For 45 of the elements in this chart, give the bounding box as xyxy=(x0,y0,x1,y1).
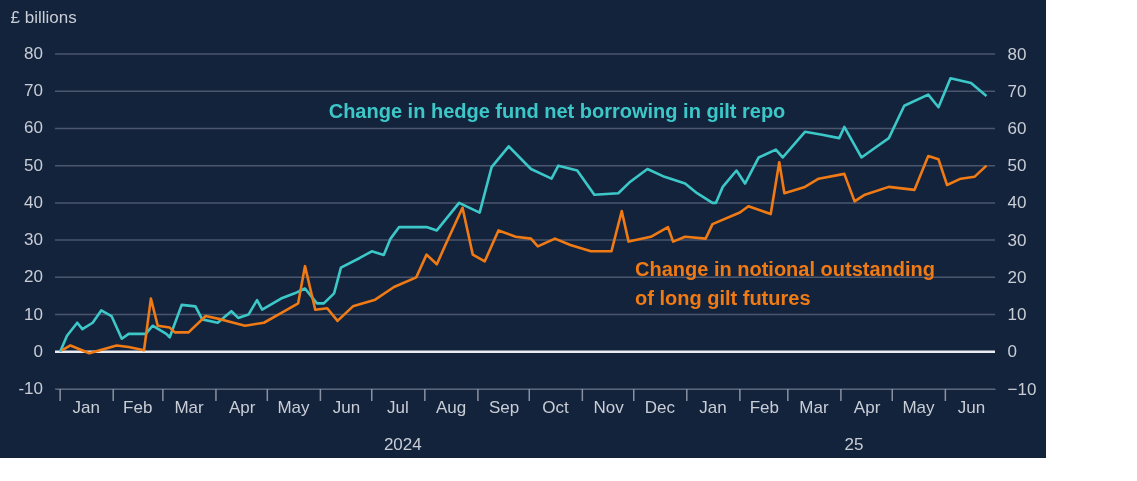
x-tick-label: Oct xyxy=(542,397,569,417)
y2-tick-label: 0 xyxy=(1007,342,1017,362)
x-tick-label: Jun xyxy=(332,397,361,417)
x-tick-label: Feb xyxy=(123,397,153,417)
y-tick-label: 80 xyxy=(24,44,43,63)
text: 2024 xyxy=(383,435,422,454)
x-tick-label: Mar xyxy=(799,397,829,417)
y-tick-label: -10 xyxy=(18,379,43,398)
x-tick-label: Aug xyxy=(435,397,467,417)
line-series xyxy=(60,154,988,355)
y2-tick-label: 20 xyxy=(1007,267,1027,287)
x-tick-label: Mar xyxy=(174,397,205,417)
y-tick-label: 0 xyxy=(33,341,43,361)
y-tick-label: 70 xyxy=(24,81,43,101)
line-series xyxy=(58,76,988,354)
y2-tick-label: 50 xyxy=(1007,156,1027,176)
x-tick-label: Jan xyxy=(699,397,727,417)
y-tick-label: 20 xyxy=(24,267,43,287)
y2-tick-label: 60 xyxy=(1007,118,1027,138)
series-label: Change in notional outstanding of long gilt futures xyxy=(635,258,935,309)
y2-tick-label: 40 xyxy=(1007,193,1027,213)
x-tick-label: Jan xyxy=(72,397,101,417)
y-tick-label: 40 xyxy=(24,192,43,212)
x-tick-label: Feb xyxy=(749,397,779,417)
x-tick-label: May xyxy=(902,397,935,417)
x-tick-label: Apr xyxy=(853,397,881,417)
x-tick-label: Sep xyxy=(488,397,520,417)
x-tick-label: Apr xyxy=(228,397,256,417)
y-tick-label: 30 xyxy=(24,230,43,250)
series-label: Change in hedge fund net borrowing in gilt repo xyxy=(328,100,786,122)
y-tick-label: 60 xyxy=(24,118,43,138)
y2-tick-label: −10 xyxy=(1007,379,1037,399)
x-tick-label: Nov xyxy=(593,397,625,417)
x-tick-label: Jul xyxy=(387,397,409,417)
y2-tick-label: 30 xyxy=(1007,230,1027,250)
y-axis-title: £ billions xyxy=(10,7,77,27)
x-tick-label: Jun xyxy=(957,397,986,417)
y2-tick-label: 80 xyxy=(1007,44,1027,64)
y-tick-label: 10 xyxy=(24,304,43,324)
x-tick-label: Dec xyxy=(644,397,676,417)
y-tick-label: 50 xyxy=(24,155,43,175)
y2-tick-label: 10 xyxy=(1007,305,1027,325)
y2-tick-label: 70 xyxy=(1007,81,1027,101)
x-tick-label: May xyxy=(277,397,311,417)
text: 25 xyxy=(844,435,864,454)
